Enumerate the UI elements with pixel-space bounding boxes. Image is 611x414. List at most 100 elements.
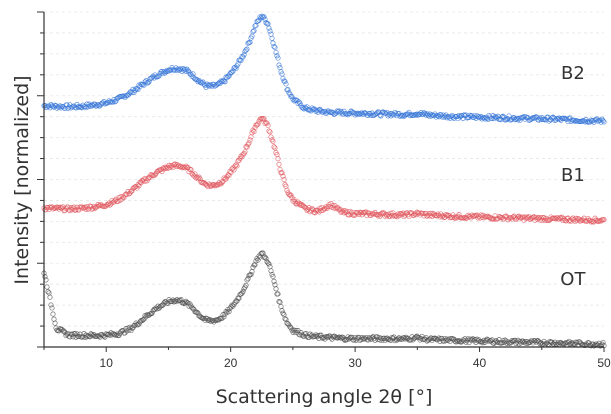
data-point: [236, 295, 242, 301]
data-point: [247, 137, 253, 143]
data-point: [276, 299, 282, 305]
data-point: [246, 40, 252, 46]
data-point: [261, 14, 267, 20]
data-point: [275, 291, 281, 297]
data-point: [175, 66, 181, 72]
data-point: [371, 211, 377, 217]
data-point: [251, 28, 257, 34]
data-point: [461, 112, 467, 118]
data-point: [226, 309, 232, 315]
data-point: [243, 282, 249, 288]
data-point: [259, 13, 265, 19]
data-point: [270, 40, 276, 46]
data-point: [588, 219, 594, 225]
data-point: [233, 162, 239, 168]
series-label-ot: OT: [560, 269, 586, 290]
series-b2: [41, 13, 607, 125]
data-point: [231, 167, 237, 173]
data-point: [276, 62, 282, 68]
data-point: [582, 119, 588, 125]
data-point: [246, 140, 252, 146]
data-point: [245, 276, 251, 282]
data-point: [422, 111, 428, 117]
data-point: [250, 29, 256, 35]
data-point: [278, 69, 284, 75]
data-point: [169, 298, 175, 304]
data-point: [180, 300, 186, 306]
data-point: [313, 208, 319, 214]
data-point: [222, 79, 228, 85]
data-point: [398, 112, 404, 118]
x-tick-label: 20: [224, 356, 238, 370]
data-point: [210, 318, 216, 324]
x-tick-label: 40: [473, 356, 487, 370]
data-point: [234, 163, 240, 169]
data-point: [255, 18, 261, 24]
data-point: [385, 337, 391, 343]
data-point: [261, 116, 267, 122]
data-point: [272, 145, 278, 151]
data-point: [298, 202, 304, 208]
data-point: [159, 68, 165, 74]
data-point: [309, 205, 315, 212]
data-point: [226, 73, 232, 79]
data-point: [266, 25, 272, 31]
data-point: [258, 115, 264, 122]
data-point: [594, 218, 600, 224]
data-point: [244, 277, 250, 283]
data-point: [331, 205, 337, 211]
data-point: [49, 305, 55, 311]
data-point: [455, 339, 461, 345]
data-point: [344, 111, 350, 117]
data-point: [84, 101, 90, 107]
data-point: [263, 255, 269, 261]
data-point: [76, 334, 82, 340]
data-point: [156, 73, 162, 79]
data-point: [230, 68, 236, 74]
data-point: [44, 284, 50, 290]
data-point: [245, 141, 251, 147]
data-point: [456, 112, 462, 119]
data-point: [341, 336, 347, 342]
data-point: [360, 336, 366, 342]
series-b1: [41, 115, 607, 225]
data-point: [273, 49, 279, 55]
data-point: [282, 316, 288, 322]
data-point: [268, 134, 274, 140]
data-point: [443, 212, 449, 218]
data-point: [257, 116, 263, 122]
x-axis-title: Scattering angle 2θ [°]: [216, 386, 433, 408]
data-point: [248, 271, 254, 278]
data-point: [186, 303, 192, 309]
data-point: [194, 309, 200, 315]
data-point: [273, 286, 279, 292]
data-point: [45, 289, 51, 295]
data-point: [61, 328, 67, 334]
data-point: [141, 176, 147, 182]
data-point: [267, 28, 273, 34]
data-point: [219, 79, 225, 85]
data-point: [240, 289, 246, 295]
data-point: [283, 316, 289, 323]
data-point: [601, 217, 607, 223]
data-point: [411, 112, 417, 118]
data-point: [271, 278, 277, 284]
data-point: [297, 100, 303, 106]
data-point: [286, 191, 292, 197]
data-point: [351, 337, 357, 343]
y-axis-title: Intensity [normalized]: [11, 75, 33, 284]
data-point: [600, 339, 606, 346]
data-point: [302, 104, 308, 110]
data-point: [229, 69, 235, 75]
data-point: [411, 212, 417, 218]
series-label-b1: B1: [561, 165, 585, 186]
data-point: [433, 336, 439, 342]
data-point: [436, 335, 442, 341]
data-point: [141, 82, 147, 88]
data-point: [149, 310, 155, 316]
data-point: [275, 55, 281, 61]
data-point: [50, 311, 56, 317]
data-point: [495, 339, 501, 345]
data-point: [413, 334, 419, 340]
data-point: [541, 215, 547, 221]
